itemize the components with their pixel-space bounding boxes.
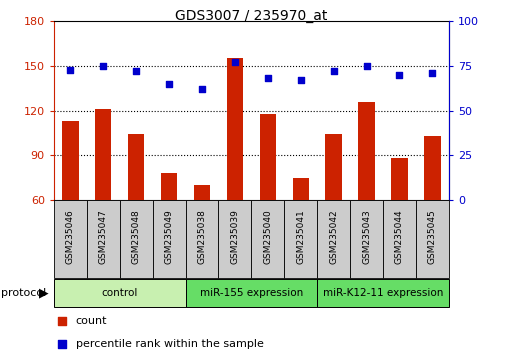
Text: control: control <box>102 288 138 298</box>
Bar <box>54 200 87 278</box>
Text: GDS3007 / 235970_at: GDS3007 / 235970_at <box>175 9 328 23</box>
Point <box>428 70 437 76</box>
Bar <box>383 200 416 278</box>
Text: GSM235046: GSM235046 <box>66 209 75 264</box>
Point <box>198 86 206 92</box>
Bar <box>186 279 317 307</box>
Text: GSM235040: GSM235040 <box>263 209 272 264</box>
Text: GSM235041: GSM235041 <box>296 209 305 264</box>
Point <box>396 72 404 78</box>
Point <box>66 67 74 72</box>
Text: protocol: protocol <box>1 288 46 298</box>
Bar <box>95 109 111 200</box>
Point <box>319 236 327 242</box>
Text: GSM235039: GSM235039 <box>230 209 240 264</box>
Text: miR-K12-11 expression: miR-K12-11 expression <box>323 288 443 298</box>
Text: GSM235047: GSM235047 <box>98 209 108 264</box>
Bar <box>152 200 186 278</box>
Bar <box>391 158 408 200</box>
Bar <box>219 200 251 278</box>
Text: percentile rank within the sample: percentile rank within the sample <box>75 339 264 349</box>
Bar <box>325 135 342 200</box>
Bar <box>194 185 210 200</box>
Text: GSM235049: GSM235049 <box>165 209 173 264</box>
Text: GSM235048: GSM235048 <box>132 209 141 264</box>
Bar <box>87 200 120 278</box>
Point <box>99 63 107 69</box>
Bar <box>350 200 383 278</box>
Point <box>319 27 327 33</box>
Point <box>329 68 338 74</box>
Bar <box>161 173 177 200</box>
Bar <box>284 200 317 278</box>
Bar <box>251 200 284 278</box>
Bar <box>128 135 144 200</box>
Point <box>231 59 239 65</box>
Text: GSM235038: GSM235038 <box>198 209 207 264</box>
Text: ▶: ▶ <box>39 286 48 299</box>
Bar <box>186 200 219 278</box>
Text: miR-155 expression: miR-155 expression <box>200 288 303 298</box>
Text: GSM235042: GSM235042 <box>329 209 338 264</box>
Point <box>165 81 173 87</box>
Point <box>297 78 305 83</box>
Text: count: count <box>75 316 107 326</box>
Bar <box>62 121 78 200</box>
Bar <box>424 136 441 200</box>
Point <box>363 63 371 69</box>
Bar <box>54 279 186 307</box>
Bar <box>359 102 375 200</box>
Bar <box>317 279 449 307</box>
Bar <box>416 200 449 278</box>
Text: GSM235045: GSM235045 <box>428 209 437 264</box>
Bar <box>317 200 350 278</box>
Text: GSM235044: GSM235044 <box>395 209 404 264</box>
Text: GSM235043: GSM235043 <box>362 209 371 264</box>
Bar <box>292 178 309 200</box>
Bar <box>260 114 276 200</box>
Bar <box>227 58 243 200</box>
Point <box>132 68 140 74</box>
Bar <box>120 200 152 278</box>
Point <box>264 76 272 81</box>
